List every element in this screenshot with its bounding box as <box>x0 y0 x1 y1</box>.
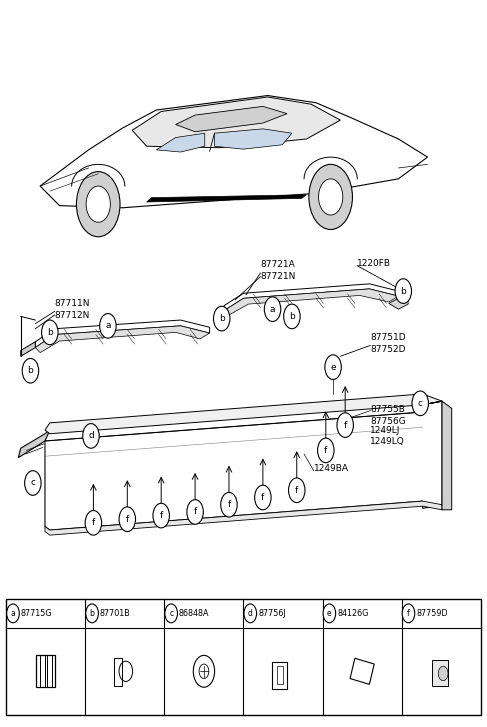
Polygon shape <box>132 97 340 148</box>
Circle shape <box>165 604 177 623</box>
Text: 1249LJ
1249LQ: 1249LJ 1249LQ <box>371 425 405 446</box>
Text: b: b <box>219 314 225 323</box>
Text: c: c <box>30 478 36 488</box>
Circle shape <box>221 492 237 517</box>
Text: 87715G: 87715G <box>21 608 53 618</box>
Text: f: f <box>324 446 327 455</box>
Polygon shape <box>19 430 50 458</box>
Bar <box>6 599 481 715</box>
Text: 87701B: 87701B <box>100 608 131 618</box>
Text: b: b <box>47 328 53 337</box>
Circle shape <box>153 503 169 528</box>
Polygon shape <box>224 289 398 315</box>
Circle shape <box>264 297 281 321</box>
Circle shape <box>86 604 98 623</box>
Text: f: f <box>227 500 231 509</box>
Circle shape <box>288 478 305 502</box>
Bar <box>277 666 283 684</box>
Circle shape <box>318 179 343 215</box>
Text: 87755B
87756G: 87755B 87756G <box>371 405 406 426</box>
Text: 87759D: 87759D <box>416 608 448 618</box>
Text: a: a <box>105 321 111 330</box>
Circle shape <box>187 499 203 524</box>
Circle shape <box>41 320 58 345</box>
Circle shape <box>83 424 99 449</box>
Circle shape <box>76 172 120 237</box>
Bar <box>40 655 45 687</box>
Circle shape <box>25 470 41 495</box>
Circle shape <box>438 666 448 680</box>
Polygon shape <box>423 401 452 510</box>
Bar <box>431 660 449 686</box>
Polygon shape <box>176 106 287 132</box>
Text: e: e <box>327 608 332 618</box>
Text: a: a <box>11 608 16 618</box>
Text: b: b <box>28 366 33 375</box>
Polygon shape <box>45 394 442 434</box>
Polygon shape <box>35 320 209 348</box>
Text: d: d <box>248 608 253 618</box>
Circle shape <box>412 391 429 416</box>
Circle shape <box>119 507 135 531</box>
Circle shape <box>86 186 111 222</box>
Circle shape <box>402 604 415 623</box>
Polygon shape <box>147 195 306 202</box>
Circle shape <box>85 510 102 535</box>
Circle shape <box>395 278 412 303</box>
Text: b: b <box>90 608 94 618</box>
Circle shape <box>22 358 38 383</box>
Text: 87756J: 87756J <box>258 608 286 618</box>
Text: f: f <box>407 608 410 618</box>
Circle shape <box>309 164 353 230</box>
Text: 87721A
87721N: 87721A 87721N <box>261 260 296 281</box>
Circle shape <box>7 604 19 623</box>
Bar <box>47 655 52 687</box>
Bar <box>114 658 122 686</box>
Polygon shape <box>214 129 292 149</box>
Polygon shape <box>35 326 209 353</box>
Circle shape <box>337 413 354 438</box>
Polygon shape <box>224 284 398 310</box>
Circle shape <box>284 304 300 329</box>
Text: f: f <box>295 486 299 495</box>
Polygon shape <box>21 342 35 356</box>
Text: e: e <box>330 363 336 371</box>
Text: f: f <box>92 518 95 527</box>
Circle shape <box>213 306 230 331</box>
Polygon shape <box>389 291 408 309</box>
Circle shape <box>325 355 341 379</box>
Text: c: c <box>169 608 173 618</box>
Text: a: a <box>270 305 275 313</box>
Text: 84126G: 84126G <box>337 608 369 618</box>
Circle shape <box>255 485 271 510</box>
Text: b: b <box>289 312 295 321</box>
Polygon shape <box>156 133 205 152</box>
Circle shape <box>318 438 334 462</box>
Polygon shape <box>40 95 428 208</box>
Text: 86848A: 86848A <box>179 608 209 618</box>
Text: 1220FB: 1220FB <box>357 259 391 268</box>
Circle shape <box>244 604 257 623</box>
Bar <box>272 662 287 689</box>
Text: b: b <box>400 286 406 296</box>
Text: f: f <box>261 493 264 502</box>
Text: f: f <box>160 511 163 520</box>
Text: 87751D
87752D: 87751D 87752D <box>371 333 406 353</box>
Text: d: d <box>88 431 94 441</box>
Polygon shape <box>45 501 442 535</box>
Text: 1249BA: 1249BA <box>314 464 349 473</box>
Circle shape <box>323 604 336 623</box>
Text: f: f <box>126 515 129 523</box>
Bar <box>36 655 56 687</box>
Text: 87711N
87712N: 87711N 87712N <box>55 299 90 320</box>
Circle shape <box>100 313 116 338</box>
Text: c: c <box>418 399 423 408</box>
Text: f: f <box>343 420 347 430</box>
Text: f: f <box>193 507 197 516</box>
Polygon shape <box>45 401 442 530</box>
